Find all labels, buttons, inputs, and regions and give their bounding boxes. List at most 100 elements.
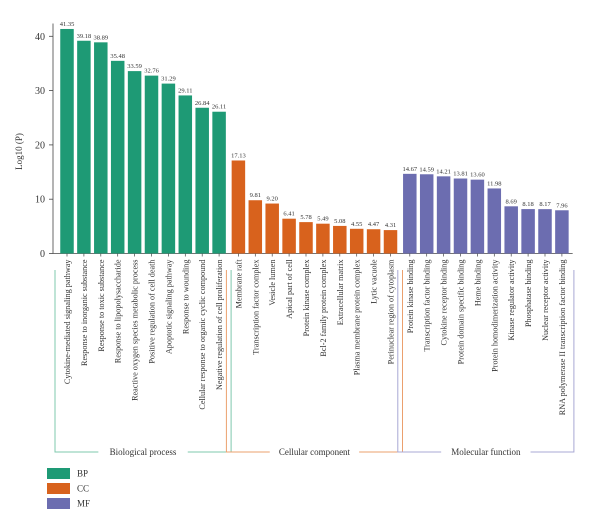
category-label: Apical part of cell	[285, 259, 294, 319]
bar	[161, 83, 176, 254]
bar-value-label: 31.29	[161, 76, 176, 83]
group-bracket-left	[397, 270, 442, 453]
bar-value-label: 33.59	[127, 63, 142, 70]
bar-value-label: 39.18	[77, 33, 92, 40]
bar-value-label: 32.76	[144, 68, 159, 75]
category-label: Protein kinase binding	[406, 260, 415, 334]
bar	[419, 174, 434, 254]
bar-value-label: 13.81	[453, 171, 468, 178]
legend-label: MF	[77, 499, 90, 509]
category-label: Response to toxic substance	[97, 259, 106, 351]
group-bracket-left	[225, 270, 270, 453]
category-label: Apoptotic signaling pathway	[164, 259, 173, 355]
category-label: Protein domain specific binding	[457, 260, 466, 365]
category-label: Response to lipopolysaccharide	[114, 259, 123, 363]
bar	[299, 222, 313, 254]
bar-value-label: 17.13	[231, 152, 246, 159]
bar	[316, 223, 330, 254]
category-label: Phosphatase binding	[524, 260, 533, 328]
bar	[403, 173, 417, 254]
group-label: Biological process	[110, 447, 177, 457]
category-label: Extracellular matrix	[336, 260, 345, 326]
y-axis-label: Log10 (P)	[14, 133, 24, 170]
bar-value-label: 5.49	[317, 216, 328, 223]
category-label: Reactive oxygen species metabolic proces…	[131, 260, 140, 401]
bar-value-label: 29.11	[178, 87, 192, 94]
category-label: RNA polymerase II transcription factor b…	[558, 260, 567, 416]
y-tick-label: 10	[35, 195, 45, 206]
bar	[248, 200, 263, 254]
bar	[366, 229, 381, 254]
bar-value-label: 14.21	[436, 168, 451, 175]
y-tick-label: 0	[40, 249, 45, 260]
category-label: Response to inorganic substance	[80, 259, 89, 366]
bar	[487, 188, 502, 254]
bar-value-label: 8.17	[539, 201, 551, 208]
bar-value-label: 8.69	[506, 198, 517, 205]
category-label: Plasma membrane protein complex	[353, 260, 362, 376]
bar-value-label: 14.59	[419, 166, 434, 173]
category-label: Protein homodimerization activity	[490, 259, 499, 372]
category-label: Heme binding	[473, 260, 482, 307]
bar-value-label: 26.11	[212, 104, 226, 111]
bar	[195, 107, 209, 254]
y-tick-label: 30	[35, 86, 45, 97]
bar	[60, 28, 74, 254]
y-tick-label: 40	[35, 32, 45, 43]
bar	[231, 160, 246, 254]
bar-value-label: 38.89	[93, 34, 108, 41]
group-label: Molecular function	[451, 447, 521, 457]
legend-swatch	[47, 498, 70, 509]
bar-value-label: 6.41	[283, 211, 294, 218]
category-label: Perinuclear region of cytoplasm	[387, 259, 396, 364]
category-label: Positive regulation of cell death	[148, 260, 157, 364]
bar-value-label: 5.78	[300, 214, 311, 221]
category-label: Protein kinase complex	[302, 260, 311, 337]
category-label: Response to wounding	[181, 260, 190, 335]
category-label: Lytic vacuole	[370, 259, 379, 304]
legend: BP CC MF	[47, 468, 90, 509]
bar-value-label: 4.55	[351, 221, 362, 228]
legend-label: BP	[77, 469, 88, 479]
category-label: Transcription factor complex	[251, 260, 260, 355]
group-label: Cellular component	[279, 447, 351, 457]
bar-value-label: 11.98	[487, 180, 501, 187]
category-label: Membrane raft	[234, 259, 243, 309]
bar-value-label: 7.96	[556, 202, 568, 209]
bar	[265, 203, 279, 254]
bar	[504, 206, 518, 254]
bar	[521, 209, 535, 254]
bar	[470, 179, 485, 254]
bar-value-label: 5.08	[334, 218, 345, 225]
bar	[212, 111, 226, 254]
bar	[436, 176, 451, 254]
bar	[282, 218, 296, 254]
group-bracket-right	[187, 270, 232, 453]
y-tick-label: 20	[35, 140, 45, 151]
group-bracket-right	[359, 270, 403, 453]
bar	[349, 228, 364, 254]
bar	[453, 178, 468, 254]
legend-swatch	[47, 483, 70, 494]
bar	[110, 60, 125, 254]
category-label: Cellular response to organic cyclic comp…	[198, 260, 207, 410]
bar-value-label: 41.35	[60, 21, 75, 28]
bar	[555, 210, 569, 254]
legend-label: CC	[77, 484, 89, 494]
legend-swatch	[47, 468, 70, 479]
bar-value-label: 35.48	[110, 53, 125, 60]
category-label: Negative regulation of cell proliferatio…	[215, 260, 224, 391]
category-label: Cytokine-mediated signaling pathway	[63, 259, 72, 385]
axes: 0 10 20 30 40 Log10 (P) Cytokine-mediated sign…	[14, 23, 573, 415]
bar-value-label: 9.81	[250, 192, 261, 199]
group-bracket-left	[54, 270, 99, 453]
bar-value-label: 14.67	[402, 166, 417, 173]
category-label: Transcription factor binding	[423, 260, 432, 352]
bar	[77, 40, 91, 254]
category-label: Vesicle lumen	[268, 260, 277, 306]
bar	[127, 71, 142, 254]
group-brackets: Biological process Cellular component Mole…	[54, 270, 575, 457]
bar	[333, 225, 347, 254]
